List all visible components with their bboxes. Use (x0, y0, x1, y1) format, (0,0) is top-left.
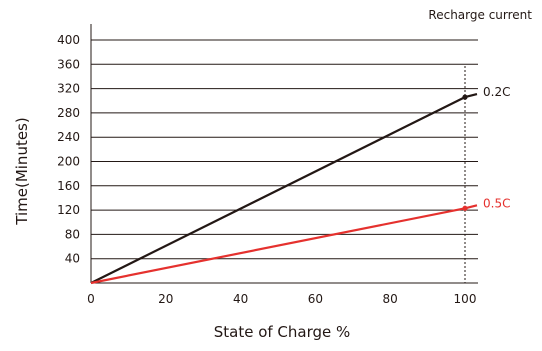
y-tick-label-80: 80 (65, 227, 80, 241)
gridlines (91, 39, 478, 284)
legend-title: Recharge current (428, 8, 532, 22)
y-tick-label-200: 200 (57, 155, 80, 169)
series-label-0.5C: 0.5C (483, 196, 510, 210)
series-label-0.2C: 0.2C (483, 85, 510, 99)
y-tick-label-360: 360 (57, 57, 80, 71)
y-tick-label-40: 40 (65, 252, 80, 266)
y-tick-label-320: 320 (57, 82, 80, 96)
tick-labels: 40 80 120 160 200 240 280 320 360 400 0 20 40 60 80 100 (57, 33, 476, 306)
x-tick-label-40: 40 (233, 292, 248, 306)
y-tick-label-120: 120 (57, 203, 80, 217)
series-end-marker-0.5C (462, 205, 468, 211)
x-tick-label-60: 60 (308, 292, 323, 306)
y-tick-label-240: 240 (57, 130, 80, 144)
series-lines: 0.2C 0.5C (90, 85, 510, 285)
series-end-marker-0.2C (462, 94, 468, 100)
y-tick-label-160: 160 (57, 179, 80, 193)
y-tick-label-280: 280 (57, 106, 80, 120)
x-tick-label-20: 20 (158, 292, 173, 306)
y-tick-label-400: 400 (57, 33, 80, 47)
x-axis-label: State of Charge % (214, 323, 351, 341)
y-axis-label: Time(Minutes) (13, 117, 31, 225)
x-tick-label-100: 100 (454, 292, 477, 306)
x-tick-label-80: 80 (383, 292, 398, 306)
series-line-0.5C (90, 207, 466, 285)
axes (90, 24, 466, 283)
x-tick-label-0: 0 (87, 292, 95, 306)
series-line-0.2C (90, 96, 466, 284)
